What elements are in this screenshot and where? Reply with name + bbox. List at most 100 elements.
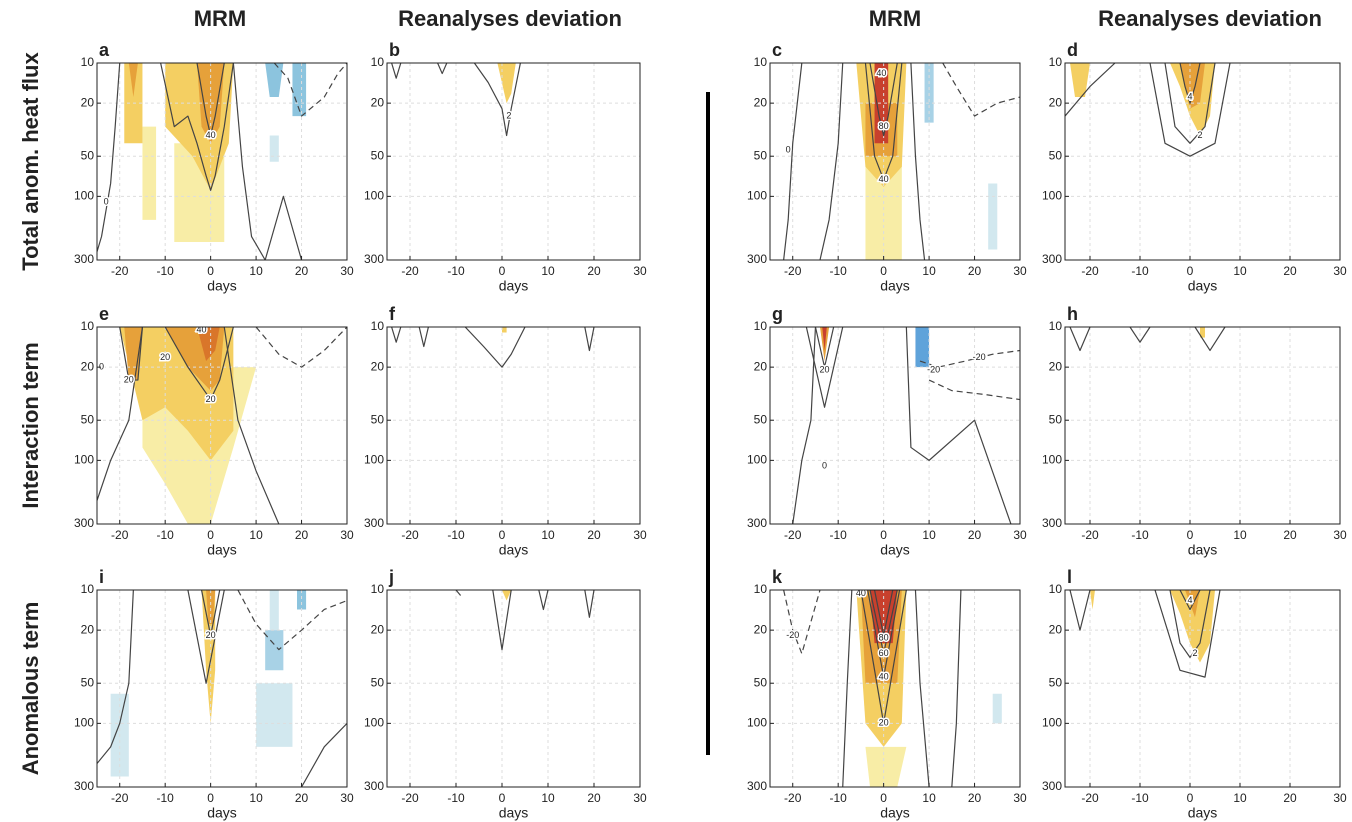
x-tick-label: -10 [830, 791, 848, 805]
y-tick-label: 100 [74, 189, 94, 203]
y-tick-label: 50 [1049, 675, 1063, 689]
y-tick-label: 300 [747, 779, 767, 793]
contour-label: -20 [973, 352, 986, 362]
contour-label: -20 [786, 630, 799, 640]
x-axis-label: days [499, 542, 529, 558]
y-tick-label: 50 [754, 675, 768, 689]
x-tick-label: 20 [1283, 264, 1297, 278]
contour-line [1069, 590, 1091, 631]
shaded-region [1170, 590, 1215, 663]
x-axis-label: days [499, 805, 529, 821]
panel-letter: f [389, 304, 396, 324]
x-tick-label: -20 [1081, 528, 1099, 542]
contour-line [905, 327, 1012, 524]
plot-area: 40 0 [97, 63, 347, 260]
contour-line [819, 63, 844, 260]
x-axis-label: days [207, 278, 237, 294]
axes-frame [769, 326, 1021, 525]
y-tick-label: 20 [81, 359, 95, 373]
contour-line [869, 63, 898, 137]
panel-letter: d [1067, 40, 1078, 60]
plot-area: 42 [1065, 590, 1340, 787]
plot-area [1065, 327, 1340, 524]
contour-label: -20 [927, 364, 940, 374]
shaded-region [128, 63, 138, 98]
contour-line [237, 590, 347, 651]
y-tick-label: 300 [364, 516, 384, 530]
contour-line [842, 590, 853, 787]
contour-line [464, 327, 526, 368]
contour-line [805, 327, 844, 408]
axes-frame [1064, 589, 1341, 788]
y-tick-label: 300 [74, 252, 94, 266]
x-axis-label: days [880, 278, 910, 294]
contour-line [97, 327, 144, 501]
contour-line [942, 63, 1020, 117]
contour-line [437, 63, 448, 75]
contour-label: 40 [856, 588, 866, 598]
x-axis-label: days [499, 278, 529, 294]
contour-line [1149, 63, 1231, 157]
contour-line [910, 63, 926, 260]
axes-frame [386, 326, 641, 525]
column-title: Reanalyses deviation [398, 6, 622, 31]
x-tick-label: 0 [207, 528, 214, 542]
y-tick-label: 10 [1049, 582, 1063, 596]
y-tick-label: 20 [1049, 95, 1063, 109]
x-tick-label: 20 [587, 791, 601, 805]
contour-line [538, 590, 549, 611]
x-tick-label: 0 [1187, 264, 1194, 278]
y-tick-label: 50 [1049, 148, 1063, 162]
x-tick-label: 20 [295, 264, 309, 278]
x-tick-label: -20 [1081, 264, 1099, 278]
y-tick-label: 100 [364, 453, 384, 467]
y-tick-label: 10 [754, 319, 768, 333]
x-tick-label: 20 [1283, 528, 1297, 542]
y-tick-label: 50 [371, 412, 385, 426]
y-tick-label: 100 [364, 189, 384, 203]
x-tick-label: 30 [633, 264, 647, 278]
row-title: Anomalous term [18, 602, 43, 776]
contour-label: 0 [104, 196, 109, 206]
contour-line [1179, 63, 1201, 104]
contour-line [584, 327, 595, 352]
x-tick-label: -10 [1131, 528, 1149, 542]
contour-line [914, 590, 930, 787]
row-title: Total anom. heat flux [18, 52, 43, 271]
x-tick-label: 20 [968, 264, 982, 278]
y-tick-label: 10 [1049, 319, 1063, 333]
contour-line [301, 722, 347, 787]
x-tick-label: 0 [880, 264, 887, 278]
contour-label: 2 [1197, 130, 1202, 140]
contour-label: 0 [786, 144, 791, 154]
shaded-region [988, 183, 998, 250]
column-title: MRM [194, 6, 247, 31]
x-tick-label: -20 [784, 528, 802, 542]
y-tick-label: 10 [1049, 55, 1063, 69]
y-tick-label: 10 [371, 319, 385, 333]
contour-line [187, 590, 225, 684]
x-axis-label: days [207, 805, 237, 821]
y-tick-label: 10 [754, 55, 768, 69]
x-tick-label: 30 [633, 791, 647, 805]
shaded-region [992, 693, 1002, 724]
contour-label: 20 [820, 364, 830, 374]
x-tick-label: 30 [1013, 791, 1027, 805]
shaded-region [865, 746, 907, 787]
y-tick-label: 50 [81, 675, 95, 689]
contour-label: 40 [197, 325, 207, 335]
x-tick-label: 30 [1013, 264, 1027, 278]
shaded-region [265, 630, 284, 671]
y-tick-label: 20 [371, 95, 385, 109]
axes-frame [96, 62, 348, 261]
y-tick-label: 20 [81, 622, 95, 636]
plot-area [387, 327, 640, 524]
x-tick-label: 0 [499, 791, 506, 805]
x-tick-label: -10 [1131, 264, 1149, 278]
x-tick-label: 30 [1333, 791, 1347, 805]
shaded-region [1070, 63, 1090, 98]
contour-line [1129, 327, 1151, 343]
contour-line [97, 63, 121, 252]
contour-line [492, 590, 512, 651]
